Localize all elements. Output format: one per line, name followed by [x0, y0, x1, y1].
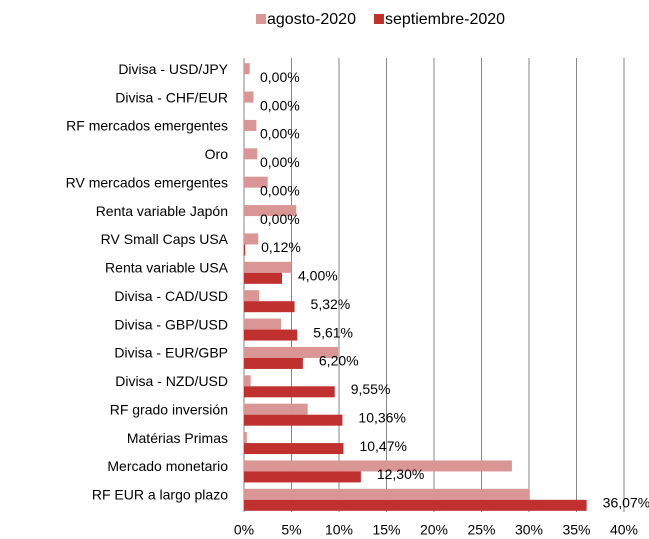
bar [244, 301, 295, 313]
data-label: 6,20% [319, 353, 359, 369]
x-tick-label: 25% [467, 522, 495, 538]
bar [244, 346, 339, 358]
bar [244, 414, 343, 426]
y-tick-label: Matérias Primas [127, 430, 228, 446]
data-label: 10,36% [358, 409, 405, 425]
x-tick-label: 30% [515, 522, 543, 538]
y-tick-label: Divisa - EUR/GBP [114, 345, 228, 361]
y-tick-label: RF EUR a largo plazo [92, 487, 228, 503]
data-label: 5,32% [311, 296, 351, 312]
x-tick-label: 15% [372, 522, 400, 538]
bar [244, 272, 282, 284]
data-label: 0,00% [260, 154, 300, 170]
bar [244, 233, 259, 245]
bar [244, 329, 298, 341]
y-tick-label: Renta variable Japón [96, 203, 228, 219]
x-tick-label: 40% [610, 522, 638, 538]
data-label: 0,12% [261, 239, 301, 255]
y-tick-label: Divisa - NZD/USD [115, 373, 228, 389]
legend-text: agosto-2020 [267, 11, 356, 28]
legend-text: septiembre-2020 [385, 11, 505, 28]
data-label: 0,00% [260, 126, 300, 142]
bar [244, 471, 361, 483]
bar [244, 443, 344, 455]
bar [244, 318, 282, 330]
bar [244, 357, 303, 369]
bar [244, 244, 246, 256]
data-label: 4,00% [298, 268, 338, 284]
bar [244, 91, 254, 103]
bar [244, 386, 335, 398]
data-label: 5,61% [313, 324, 353, 340]
bar [244, 205, 297, 217]
x-tick-label: 5% [281, 522, 301, 538]
x-tick-label: 0% [234, 522, 254, 538]
bar [244, 488, 529, 500]
y-tick-label: RV mercados emergentes [66, 174, 228, 190]
y-tick-label: Divisa - CAD/USD [114, 288, 228, 304]
data-label: 0,00% [260, 97, 300, 113]
y-tick-label: Divisa - GBP/USD [114, 316, 228, 332]
data-label: 0,00% [260, 69, 300, 85]
bar [244, 375, 251, 387]
y-tick-label: Mercado monetario [107, 458, 228, 474]
bar [244, 119, 257, 131]
y-tick-label: RF grado inversión [110, 401, 228, 417]
bar [244, 499, 587, 511]
bar [244, 290, 260, 302]
data-label: 10,47% [359, 438, 406, 454]
bar [244, 403, 308, 415]
y-tick-label: Renta variable USA [105, 260, 229, 276]
bar [244, 432, 247, 444]
bar [244, 176, 268, 188]
data-label: 0,00% [260, 211, 300, 227]
bar [244, 460, 512, 472]
y-tick-label: Divisa - USD/JPY [118, 61, 228, 77]
y-tick-label: RF mercados emergentes [66, 118, 228, 134]
bar [244, 148, 258, 160]
y-tick-label: Oro [205, 146, 229, 162]
x-tick-label: 20% [420, 522, 448, 538]
bar [244, 63, 250, 75]
legend-swatch [256, 14, 266, 24]
x-tick-label: 10% [325, 522, 353, 538]
data-label: 12,30% [377, 466, 424, 482]
data-label: 36,07% [603, 495, 649, 511]
legend-swatch [373, 14, 384, 24]
data-label: 0,00% [260, 182, 300, 198]
bar [244, 261, 292, 273]
x-tick-label: 35% [562, 522, 590, 538]
y-tick-label: RV Small Caps USA [101, 231, 229, 247]
data-label: 9,55% [351, 381, 391, 397]
y-tick-label: Divisa - CHF/EUR [115, 89, 228, 105]
